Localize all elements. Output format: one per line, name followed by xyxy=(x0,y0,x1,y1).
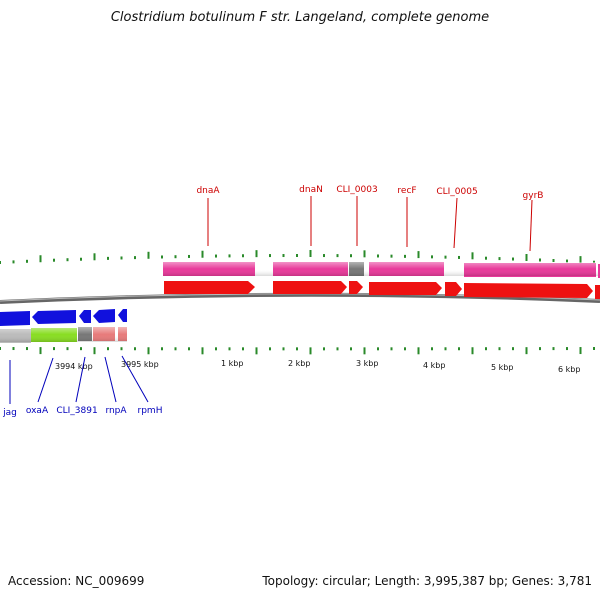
forward-gene-labels: dnaA dnaN CLI_0003 recF CLI_0005 gyrB xyxy=(196,185,544,252)
cds-arrow-dnaN[interactable] xyxy=(273,281,347,294)
gene-label-CLI_0005[interactable]: CLI_0005 xyxy=(436,187,477,197)
cds-arrow-CLI_0005[interactable] xyxy=(445,282,462,296)
gene-label-gyrB[interactable]: gyrB xyxy=(523,191,544,201)
reverse-gene-row xyxy=(0,327,127,343)
cds-arrow-jag[interactable] xyxy=(0,311,30,326)
cds-arrow-dnaA[interactable] xyxy=(164,281,255,294)
genome-stats-label: Topology: circular; Length: 3,995,387 bp… xyxy=(262,574,592,588)
cds-arrow-CLI_3891[interactable] xyxy=(79,310,91,323)
scale-label: 6 kbp xyxy=(558,365,580,374)
cds-arrow-CLI_0003[interactable] xyxy=(349,281,363,294)
gene-label-CLI_3891[interactable]: CLI_3891 xyxy=(56,406,97,416)
leader-line-gyrB xyxy=(529,199,533,252)
forward-cds-row xyxy=(164,281,600,299)
forward-gene-row xyxy=(163,262,600,278)
tick-marks-top xyxy=(0,250,595,264)
reverse-cds-row xyxy=(0,309,127,326)
leader-line-oxaA xyxy=(37,357,54,403)
scale-label: 3995 kbp xyxy=(121,360,159,369)
scale-label: 3 kbp xyxy=(356,359,378,368)
cds-arrow-next[interactable] xyxy=(595,285,600,299)
leader-line-rnpA xyxy=(104,356,117,403)
cds-arrow-oxaA[interactable] xyxy=(32,310,76,324)
cds-arrow-rpmH[interactable] xyxy=(118,309,127,322)
scale-label: 2 kbp xyxy=(288,359,310,368)
cds-arrow-recF[interactable] xyxy=(369,282,442,295)
gene-label-jag[interactable]: jag xyxy=(2,408,17,418)
scale-label: 1 kbp xyxy=(221,359,243,368)
genome-backbone xyxy=(0,292,600,304)
accession-label: Accession: NC_009699 xyxy=(8,574,145,588)
gene-label-dnaA[interactable]: dnaA xyxy=(196,186,220,196)
map-title: Clostridium botulinum F str. Langeland, … xyxy=(110,10,490,25)
tick-marks-bottom xyxy=(0,347,595,355)
gene-row-gloss xyxy=(163,262,598,276)
scale-label: 5 kbp xyxy=(491,363,513,372)
gene-block-next[interactable] xyxy=(598,264,600,278)
leader-line-CLI_0005 xyxy=(453,197,458,249)
gene-label-rpmH[interactable]: rpmH xyxy=(138,406,163,416)
gene-label-oxaA[interactable]: oxaA xyxy=(26,406,49,416)
reverse-gene-labels: jag oxaA CLI_3891 rnpA rpmH xyxy=(2,355,163,418)
scale-labels: 3994 kbp 3995 kbp 1 kbp 2 kbp 3 kbp 4 kb… xyxy=(55,359,580,374)
scale-label: 3994 kbp xyxy=(55,362,93,371)
cds-arrow-gyrB[interactable] xyxy=(464,283,593,298)
leader-line-rpmH xyxy=(121,355,149,403)
gene-label-rnpA[interactable]: rnpA xyxy=(105,406,127,416)
gene-label-dnaN[interactable]: dnaN xyxy=(299,185,323,195)
scale-label: 4 kbp xyxy=(423,361,445,370)
gene-label-recF[interactable]: recF xyxy=(397,186,416,196)
cds-arrow-rnpA[interactable] xyxy=(93,309,115,323)
leader-line-CLI_3891 xyxy=(75,356,86,403)
rev-gene-row-gloss xyxy=(0,327,127,342)
gene-label-CLI_0003[interactable]: CLI_0003 xyxy=(336,185,377,195)
